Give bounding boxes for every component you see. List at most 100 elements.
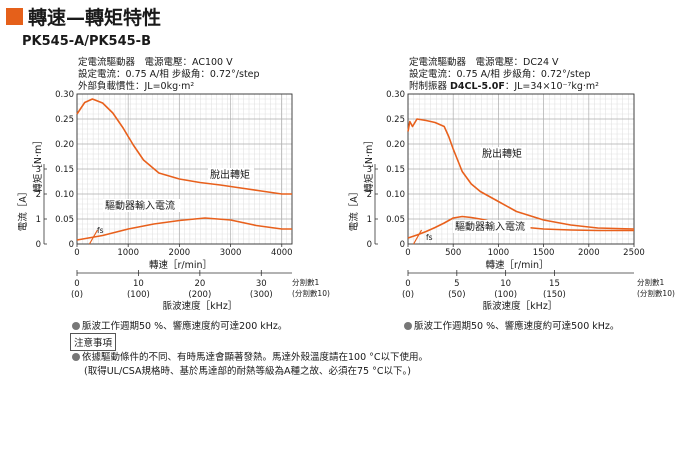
chart2-current-axis-label: 電流［A］ [348,187,360,232]
chart1-pulse-tick-label: 20 [194,279,205,289]
chart2-plot-frame [407,93,635,245]
chart2-x-tick-label: 2500 [623,248,645,258]
chart1-y-tick-label: 0.30 [55,90,74,100]
chart1-pulse-subtick-label: (0) [71,290,83,300]
chart2-x-tick-label: 2000 [578,248,600,258]
chart2-pulse-subtick-label: (50) [448,290,465,300]
title-marker [6,8,23,25]
bullet-dot-icon [404,322,412,330]
chart1-pulse-tick-label: 30 [256,279,267,289]
chart2-y-tick-label: 0.05 [386,215,405,225]
chart1-series-label-input-current: 驅動器輸入電流 [105,199,175,212]
page-title: 轉速—轉矩特性 [28,7,162,29]
chart1-series-label-pullout-torque-bg [208,168,254,181]
bullet-left-text: 脈波工作週期50 %、響應速度約可達200 kHz。 [82,321,288,332]
cond-right-line3-text: ：JL=34×10⁻⁷kg·m² [504,81,599,92]
chart2-pulse-subtick-label: (0) [402,290,414,300]
chart1-y-tick-label: 0.10 [55,190,74,200]
chart1-fs-marker [88,229,98,245]
chart1-y-tick-label: 0.25 [55,115,74,125]
chart1-div10-label: (分割數10) [292,288,330,298]
chart1-x-tick-label: 2000 [169,248,191,258]
chart2-current-tick-label: 2 [367,190,372,200]
chart1-pulse-tick-label: 10 [133,279,144,289]
bullet-dot-icon [72,322,80,330]
cond-right-line1: 定電流驅動器 電源電壓：DC24 V [409,57,559,68]
note-line-1: 依據驅動條件的不同、有時馬達會顯著發熱。馬達外殼溫度請在100 °C以下使用。 [72,349,428,363]
chart1-current-tick-label: 1 [36,215,41,225]
bullet-right: 脈波工作週期50 %、響應速度約可達500 kHz。 [404,318,619,332]
chart2-x-tick-label: 0 [405,248,410,258]
chart2-fs-label: fs [426,233,433,242]
damper-model: D4CL-5.0F [450,81,505,92]
note-dot-icon [72,353,80,361]
chart2-pulse-tick-label: 10 [500,279,511,289]
chart2-current-tick-label: 1 [367,215,372,225]
chart1-y-tick-label: 0.05 [55,215,74,225]
chart1-series-input-current-line [76,217,292,241]
chart2-series-pullout-torque-line [407,118,635,230]
chart1-plot-frame [76,93,293,245]
chart2-series-label-input-current-bg [453,220,531,233]
chart1-torque-axis-label: 轉矩［N·m］ [32,135,44,192]
cond-right-line2: 設定電流：0.75 A/相 步級角：0.72°/step [409,69,591,80]
chart2-series-label-pullout-torque-bg [480,147,526,160]
chart1-current-tick-label: 3 [36,165,41,175]
chart2-series-label-pullout-torque: 脫出轉矩 [482,147,522,160]
chart2-series-input-current-line [407,215,634,239]
chart2-pulse-tick-label: 5 [454,279,459,289]
bullet-left: 脈波工作週期50 %、響應速度約可達200 kHz。 [72,318,287,332]
chart1-x-tick-label: 3000 [220,248,242,258]
cond-right-line3-label: 附制振器 [409,81,451,92]
cond-left-line1: 定電流驅動器 電源電壓：AC100 V [78,57,233,68]
chart1-series-pullout-torque-line [76,98,292,195]
chart2-y-tick-label: 0 [400,240,405,250]
chart1-x-axis-label: 轉速［r/min］ [149,259,212,271]
chart2-div10-label: (分割數10) [637,288,675,298]
chart1-current-axis-label: 電流［A］ [17,187,29,232]
chart1-series-label-input-current-bg [103,199,181,212]
chart2-x-tick-label: 1000 [488,248,510,258]
chart2-x-axis-label: 轉速［r/min］ [485,259,548,271]
chart2-x-tick-label: 500 [445,248,461,258]
chart2-pulse-subtick-label: (150) [543,290,566,300]
model-name: PK545-A/PK545-B [22,34,151,49]
chart1-x-tick-label: 0 [74,248,79,258]
chart2-pulse-tick-label: 0 [405,279,410,289]
chart1-y-tick-label: 0.15 [55,165,74,175]
chart2-torque-axis-label: 轉矩［N·m］ [363,135,375,192]
chart1-fs-label: fs [97,226,104,235]
chart2-pulse-subtick-label: (100) [494,290,517,300]
chart2-y-tick-label: 0.25 [386,115,405,125]
bullet-right-text: 脈波工作週期50 %、響應速度約可達500 kHz。 [414,321,620,332]
chart2-fs-marker [413,229,423,245]
chart1-y-tick-label: 0.20 [55,140,74,150]
cond-right-line3: 附制振器 D4CL-5.0F：JL=34×10⁻⁷kg·m² [409,81,599,93]
cond-left-line3: 外部負載慣性：JL=0kg·m² [78,81,195,92]
conditions-right: 定電流驅動器 電源電壓：DC24 V 設定電流：0.75 A/相 步級角：0.7… [409,57,599,93]
chart1-pulse-subtick-label: (300) [250,290,273,300]
chart2-pulse-tick-label: 15 [549,279,560,289]
chart2-y-tick-label: 0.20 [386,140,405,150]
chart1-x-tick-label: 4000 [271,248,293,258]
chart1-y-tick-label: 0 [69,240,74,250]
chart2-pulse-axis-label: 脈波速度［kHz］ [483,300,558,312]
chart2-y-tick-label: 0.10 [386,190,405,200]
chart1-div1-label: 分割數1 [292,277,319,287]
chart2-current-tick-label: 0 [367,240,372,250]
chart1-pulse-axis-label: 脈波速度［kHz］ [163,300,238,312]
note-line-1-text: 依據驅動條件的不同、有時馬達會顯著發熱。馬達外殼溫度請在100 °C以下使用。 [82,352,429,363]
chart1-series-label-pullout-torque: 脫出轉矩 [210,168,250,181]
chart2-div1-label: 分割數1 [637,277,664,287]
notes-heading: 注意事項 [70,333,117,351]
conditions-left: 定電流驅動器 電源電壓：AC100 V 設定電流：0.75 A/相 步級角：0.… [78,57,260,93]
chart1-pulse-tick-label: 0 [74,279,79,289]
chart1-x-tick-label: 1000 [117,248,139,258]
chart1-pulse-subtick-label: (200) [188,290,211,300]
note-line-2: (取得UL/CSA規格時、基於馬達部的耐熱等級為A種之故、必須在75 °C以下。… [84,366,411,377]
chart1-current-tick-label: 2 [36,190,41,200]
chart2-x-tick-label: 1500 [533,248,555,258]
chart1-pulse-subtick-label: (100) [127,290,150,300]
chart2-series-label-input-current: 驅動器輸入電流 [455,220,525,233]
